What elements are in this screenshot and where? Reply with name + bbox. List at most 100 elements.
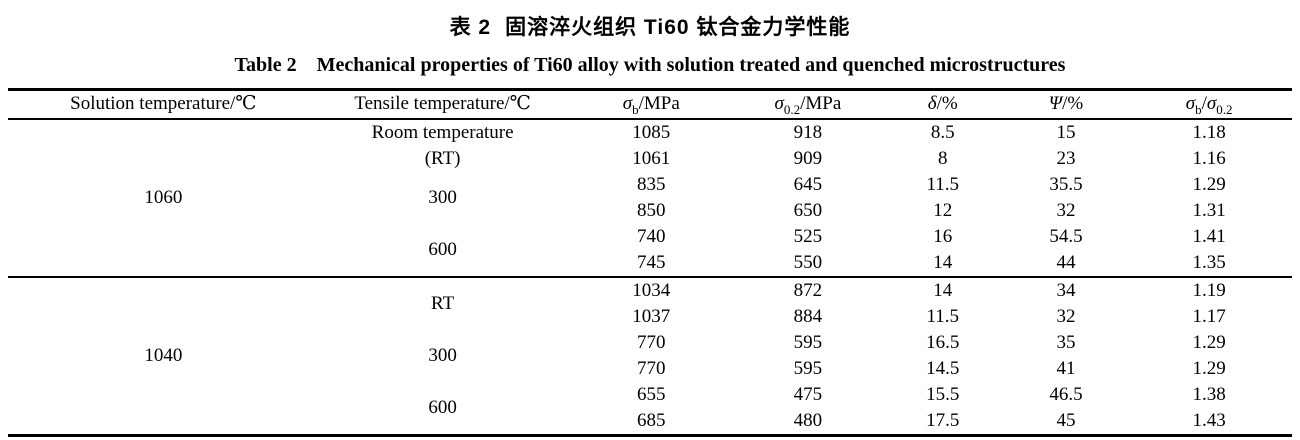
data-cell: 44 xyxy=(1005,249,1127,278)
psi-symbol: Ψ xyxy=(1048,93,1063,115)
tensile-temp-600-cell: 600 xyxy=(428,396,457,418)
header-delta: δ/% xyxy=(880,90,1006,119)
table-row: 1037 884 11.5 32 1.17 xyxy=(8,304,1292,330)
data-cell: 8 xyxy=(937,147,948,169)
data-cell: 1061 xyxy=(632,147,671,169)
data-cell: 15.5 xyxy=(926,383,960,405)
data-cell: 8.5 xyxy=(930,121,955,143)
header-sigma-02: σ0.2/MPa xyxy=(736,90,880,119)
data-cell: 909 xyxy=(793,147,823,169)
data-cell: 45 xyxy=(1056,409,1076,431)
data-cell: 740 xyxy=(637,225,666,247)
table-row: 685 480 17.5 45 1.43 xyxy=(8,408,1292,436)
header-psi: Ψ/% xyxy=(1006,90,1127,119)
data-cell: 11.5 xyxy=(926,305,959,327)
data-cell: 1037 xyxy=(632,305,671,327)
data-cell: 1.29 xyxy=(1192,173,1226,195)
table-row: 770 595 14.5 41 1.29 xyxy=(8,356,1292,382)
header-row: Solution temperature/℃ Tensile temperatu… xyxy=(8,90,1292,119)
data-cell: 1.29 xyxy=(1192,357,1226,379)
data-cell: 23 xyxy=(1056,147,1076,169)
sigma-symbol: σ xyxy=(1185,93,1196,115)
data-cell: 650 xyxy=(793,199,823,221)
data-cell: 850 xyxy=(637,199,666,221)
caption-en-label: Table 2 xyxy=(234,54,297,76)
data-cell: 884 xyxy=(793,305,823,327)
subscript-b: b xyxy=(632,102,639,118)
unit-percent: /% xyxy=(1062,93,1084,115)
data-cell: 745 xyxy=(566,249,736,278)
data-cell: 32 xyxy=(1056,199,1076,221)
table-row: 850 650 12 32 1.31 xyxy=(8,198,1292,224)
tensile-temp-rt-cell: Room temperature (RT) xyxy=(319,119,567,172)
header-tensile-temperature: Tensile temperature/℃ xyxy=(354,93,531,115)
data-cell: 1.17 xyxy=(1192,305,1226,327)
data-cell: 12 xyxy=(933,199,953,221)
data-cell: 1034 xyxy=(632,279,671,301)
data-cell: 1.35 xyxy=(1126,249,1292,278)
data-cell: 770 xyxy=(637,357,666,379)
table-row: 300 770 595 16.5 35 1.29 xyxy=(8,330,1292,366)
solution-temp-1060-cell: 1060 xyxy=(8,118,319,278)
data-cell: 14.5 xyxy=(926,357,960,379)
table-row: 300 835 645 11.5 35.5 1.29 xyxy=(8,172,1292,208)
data-cell: 645 xyxy=(793,173,823,195)
data-cell: 11.5 xyxy=(926,173,959,195)
table-row: 1060 Room temperature (RT) 1085 918 8.5 … xyxy=(8,118,1292,278)
sigma-symbol: σ xyxy=(622,93,633,115)
data-cell: 35.5 xyxy=(1049,173,1083,195)
subscript-b: b xyxy=(1195,102,1202,118)
table-row: 600 655 475 15.5 46.5 1.38 xyxy=(8,382,1292,418)
data-cell: 1.18 xyxy=(1192,121,1226,143)
unit-mpa: /MPa xyxy=(638,93,680,115)
table-caption-zh: 表 2 固溶淬火组织 Ti60 钛合金力学性能 xyxy=(0,0,1300,41)
data-cell: 655 xyxy=(637,383,666,405)
data-cell: 32 xyxy=(1056,305,1076,327)
data-cell: 1.31 xyxy=(1192,199,1226,221)
unit-mpa: /MPa xyxy=(800,93,842,115)
table-row: 745 550 14 44 1.35 xyxy=(8,249,1292,278)
data-cell: 1.38 xyxy=(1192,383,1226,405)
header-sigma-b: σb/MPa xyxy=(567,90,736,119)
data-cell: 1.41 xyxy=(1192,225,1226,247)
data-cell: 1.29 xyxy=(1192,331,1226,353)
data-cell: 17.5 xyxy=(926,409,960,431)
solution-temp-1040-cell: 1040 xyxy=(144,344,183,366)
data-cell: 770 xyxy=(637,331,666,353)
data-cell: 54.5 xyxy=(1049,225,1083,247)
subscript-02: 0.2 xyxy=(1216,102,1233,118)
data-cell: 475 xyxy=(793,383,823,405)
subscript-02: 0.2 xyxy=(783,102,801,118)
data-cell: 685 xyxy=(637,409,666,431)
data-cell: 16 xyxy=(933,225,953,247)
mechanical-properties-table: Solution temperature/℃ Tensile temperatu… xyxy=(8,88,1292,437)
table-caption-en: Table 2 Mechanical properties of Ti60 all… xyxy=(0,54,1300,77)
sigma-symbol: σ xyxy=(1206,93,1217,115)
data-cell: 15 xyxy=(1056,121,1076,143)
data-cell: 1.19 xyxy=(1192,279,1226,301)
table-row: 600 740 525 16 54.5 1.41 xyxy=(8,223,1292,278)
data-cell: 41 xyxy=(1056,357,1076,379)
sigma-symbol: σ xyxy=(774,93,784,115)
data-cell: 1.16 xyxy=(1192,147,1226,169)
data-cell: 14 xyxy=(933,279,953,301)
slash: / xyxy=(1201,93,1207,115)
unit-percent: /% xyxy=(936,93,958,115)
table-row: 1061 909 8 23 1.16 xyxy=(8,146,1292,172)
data-cell: 525 xyxy=(793,225,823,247)
header-sigma-ratio: σb/σ0.2 xyxy=(1126,90,1292,119)
data-cell: 35 xyxy=(1056,331,1076,353)
data-cell: 595 xyxy=(793,357,823,379)
table-row: 1040 RT 1034 872 14 34 1.19 xyxy=(8,277,1292,366)
data-cell: 595 xyxy=(793,331,823,353)
tensile-temp-600-cell: 600 xyxy=(318,223,567,278)
data-cell: 34 xyxy=(1056,279,1076,301)
header-solution-temperature: Solution temperature/℃ xyxy=(70,93,257,115)
rt-label-line1: Room temperature xyxy=(371,121,514,143)
caption-en-text: Mechanical properties of Ti60 alloy with… xyxy=(316,54,1066,76)
data-cell: 16.5 xyxy=(926,331,960,353)
caption-zh-label: 表 2 xyxy=(449,16,492,39)
data-cell: 835 xyxy=(637,173,666,195)
tensile-temp-300-cell: 300 xyxy=(428,344,457,366)
